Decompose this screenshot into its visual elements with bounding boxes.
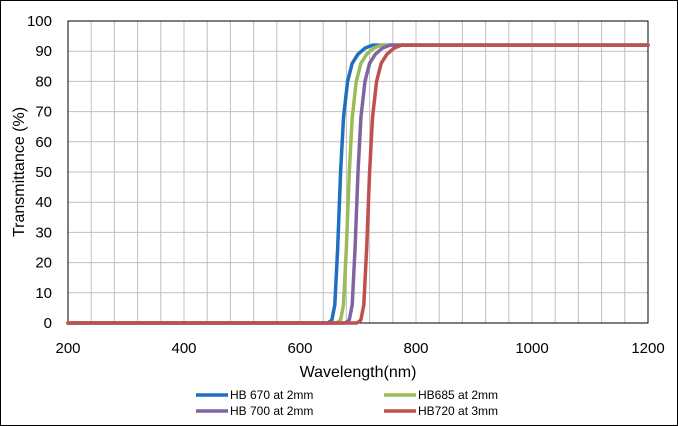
x-tick-label: 1200 [631,340,664,357]
tick-labels: 0 10 20 30 40 50 60 70 80 90 100 200 400 600 800 1000 12… [27,13,665,357]
y-tick-label: 100 [27,13,52,30]
series-line-4 [66,43,650,325]
series-layer [66,43,650,325]
y-tick-label: 10 [35,285,52,302]
x-tick-label: 400 [171,340,196,357]
y-tick-label: 80 [35,73,52,90]
series-line-1 [66,43,650,325]
y-tick-label: 90 [35,43,52,60]
x-tick-label: 1000 [515,340,548,357]
x-tick-label: 600 [287,340,312,357]
x-tick-label: 200 [55,340,80,357]
x-tick-label: 800 [403,340,428,357]
y-tick-label: 30 [35,224,52,241]
y-tick-label: 20 [35,255,52,272]
y-tick-label: 40 [35,194,52,211]
y-tick-label: 60 [35,134,52,151]
legend-label-4: HB720 at 3mm [418,404,498,418]
series-line-3 [66,43,650,325]
x-axis-title: Wavelength(nm) [300,364,417,381]
legend-label-2: HB685 at 2mm [418,388,498,402]
legend-label-1: HB 670 at 2mm [230,388,313,402]
grid-layer [68,21,648,323]
y-tick-label: 70 [35,104,52,121]
legend: HB 670 at 2mm HB685 at 2mm HB 700 at 2mm HB… [196,388,498,418]
series-line-2 [66,43,650,325]
y-axis-title: Transmittance (%) [11,107,28,237]
y-tick-label: 50 [35,164,52,181]
legend-label-3: HB 700 at 2mm [230,404,313,418]
y-tick-label: 0 [44,315,52,332]
